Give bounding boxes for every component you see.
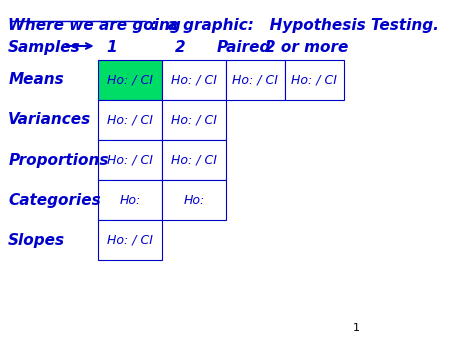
Bar	[162, 140, 226, 180]
Text: Ho:: Ho:	[120, 193, 141, 207]
Bar	[98, 60, 162, 100]
Text: Ho: / CI: Ho: / CI	[107, 153, 153, 167]
Text: Ho: / CI: Ho: / CI	[171, 153, 217, 167]
Text: Ho: / CI: Ho: / CI	[107, 73, 153, 87]
Text: Means: Means	[8, 72, 64, 88]
Text: 1: 1	[353, 323, 360, 333]
Text: Where we are going: Where we are going	[8, 18, 181, 33]
Bar	[98, 140, 162, 180]
Bar	[226, 60, 285, 100]
Text: 2: 2	[175, 40, 185, 55]
Text: Slopes: Slopes	[8, 233, 65, 247]
Text: 2 or more: 2 or more	[265, 40, 349, 55]
Bar	[98, 220, 162, 260]
Bar	[98, 180, 162, 220]
Text: Ho: / CI: Ho: / CI	[171, 114, 217, 126]
Bar	[98, 100, 162, 140]
Text: Ho: / CI: Ho: / CI	[232, 73, 279, 87]
Text: :  a graphic:   Hypothesis Testing.: : a graphic: Hypothesis Testing.	[151, 18, 438, 33]
Text: Paired: Paired	[217, 40, 271, 55]
Text: Ho: / CI: Ho: / CI	[171, 73, 217, 87]
Text: Proportions: Proportions	[8, 152, 109, 168]
Bar	[162, 60, 226, 100]
Text: Ho:: Ho:	[183, 193, 205, 207]
Text: Ho: / CI: Ho: / CI	[107, 234, 153, 246]
Text: Samples: Samples	[8, 40, 81, 55]
Text: Ho: / CI: Ho: / CI	[107, 114, 153, 126]
Text: Variances: Variances	[8, 113, 91, 127]
Bar	[285, 60, 344, 100]
Bar	[162, 180, 226, 220]
Text: Ho: / CI: Ho: / CI	[291, 73, 337, 87]
Text: 1: 1	[106, 40, 117, 55]
Bar	[162, 100, 226, 140]
Text: Categories: Categories	[8, 193, 101, 208]
